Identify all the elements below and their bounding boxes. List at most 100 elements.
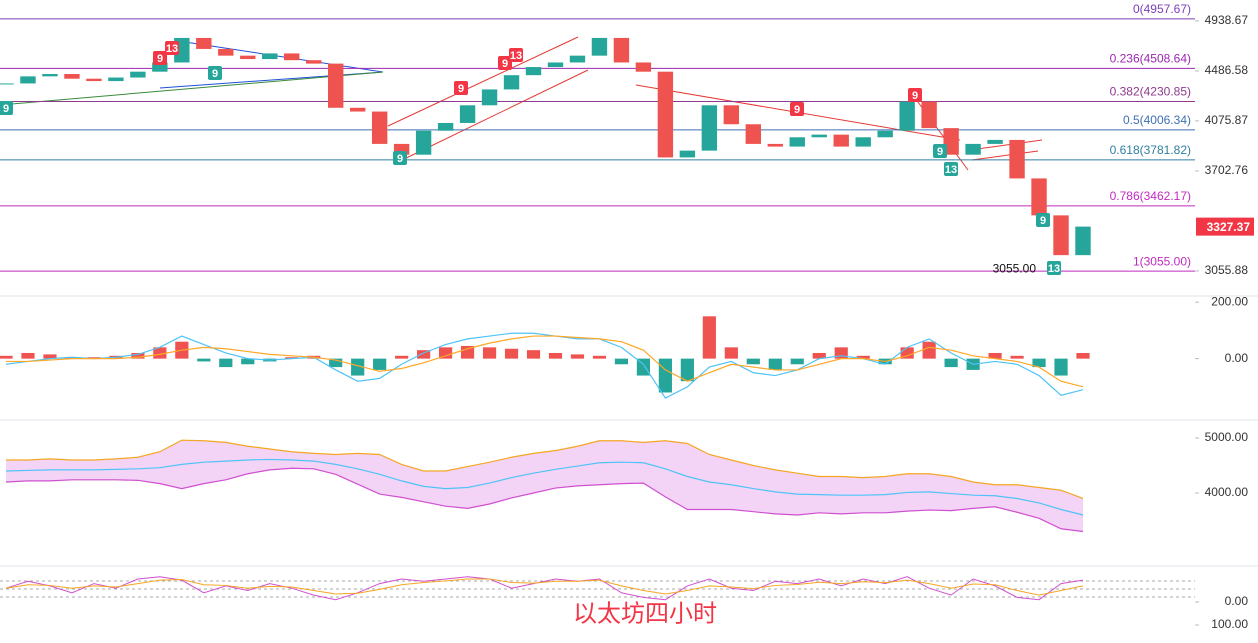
macd-bar	[21, 352, 35, 359]
candle	[437, 122, 454, 131]
trend-line	[969, 139, 1043, 151]
candle	[789, 137, 805, 147]
caption: 以太坊四小时	[573, 600, 717, 627]
macd-bar	[1076, 352, 1090, 359]
macd-bar	[1010, 355, 1024, 359]
candle	[64, 74, 80, 79]
macd-bar	[944, 358, 958, 368]
macd-bar	[219, 358, 233, 368]
td-marker: 13	[166, 43, 178, 55]
candle	[965, 143, 981, 155]
macd-bar	[922, 341, 936, 359]
td-marker: 9	[937, 146, 943, 158]
y-tick-label: 3702.76	[1205, 163, 1249, 177]
macd-bar	[812, 352, 826, 359]
macd-bar	[768, 358, 782, 370]
td-marker-box	[790, 102, 804, 116]
macd-bar	[351, 358, 365, 376]
y-tick-label: 4938.67	[1205, 13, 1249, 27]
candle	[481, 89, 498, 106]
y-tick-label: 5000.00	[1205, 430, 1249, 444]
td-marker: 13	[1048, 263, 1060, 275]
candle	[657, 71, 674, 158]
indicator-line	[5, 576, 1084, 601]
macd-bar	[900, 347, 914, 359]
macd-bar	[241, 358, 255, 365]
y-tick-label: 100.00	[1211, 617, 1248, 631]
last-price-label: 3327.37	[1207, 220, 1251, 234]
macd-bar	[373, 358, 387, 370]
y-tick-label: 200.00	[1211, 294, 1248, 308]
indicator-line	[5, 467, 1084, 533]
fib-label: 0.786(3462.17)	[1110, 189, 1191, 203]
macd-bar	[790, 358, 804, 365]
td-marker: 9	[502, 58, 508, 70]
candle	[415, 130, 432, 155]
td-marker-box	[498, 56, 512, 70]
candle	[152, 62, 168, 72]
fib-label: 0.618(3781.82)	[1110, 143, 1191, 157]
macd-bar	[724, 347, 738, 359]
td-marker: 9	[1040, 215, 1046, 227]
y-tick-label: 0.00	[1225, 594, 1249, 608]
td-marker-box	[454, 81, 468, 95]
td-marker-box	[1047, 261, 1061, 275]
candle	[591, 37, 608, 56]
td-marker-box	[933, 144, 947, 158]
macd-bar	[65, 357, 79, 359]
td-marker-box	[393, 151, 407, 165]
trend-line	[971, 150, 1039, 161]
macd-bar	[43, 354, 57, 359]
trend-line	[184, 41, 384, 73]
indicator-line	[5, 458, 1084, 516]
macd-bar	[834, 347, 848, 359]
candle	[240, 55, 256, 60]
candle	[569, 55, 586, 63]
macd-bar	[856, 355, 870, 359]
td-marker-box	[509, 48, 523, 62]
candle	[723, 105, 740, 125]
macd-bar	[460, 345, 475, 359]
indicator-line	[6, 335, 1084, 388]
candle	[1053, 215, 1069, 256]
macd-bar	[131, 352, 145, 359]
macd-bar	[482, 347, 497, 359]
candle	[767, 143, 783, 147]
candle	[20, 76, 36, 84]
macd-bar	[592, 355, 607, 359]
candle	[833, 134, 849, 147]
candle	[745, 124, 761, 144]
td-marker: 13	[510, 50, 522, 62]
candle	[943, 128, 959, 155]
td-marker: 9	[397, 153, 403, 165]
macd-bar	[438, 347, 453, 359]
y-tick-label: 4486.58	[1205, 63, 1249, 77]
candle	[0, 83, 14, 85]
fib-label: 0.236(4508.64)	[1110, 52, 1191, 66]
indicator-line	[5, 578, 1084, 596]
candle	[108, 77, 124, 82]
band-fill	[6, 440, 1083, 532]
candle	[525, 67, 542, 76]
macd-bar	[285, 357, 299, 359]
candle	[328, 63, 344, 108]
macd-bar	[0, 355, 13, 359]
macd-bar	[988, 352, 1002, 359]
trend-line	[0, 71, 384, 106]
td-marker: 9	[794, 104, 800, 116]
td-marker-box	[944, 162, 958, 176]
candle	[42, 74, 58, 77]
candle	[349, 107, 366, 112]
fib-label: 0.382(4230.85)	[1110, 85, 1191, 99]
candle	[459, 105, 476, 123]
macd-bar	[1054, 358, 1068, 376]
td-marker-box	[0, 101, 13, 115]
indicator-line	[5, 332, 1084, 399]
candle	[1075, 226, 1091, 256]
candle	[613, 37, 630, 63]
td-marker: 13	[945, 164, 957, 176]
candle	[921, 101, 937, 129]
candle	[679, 150, 696, 158]
candle	[547, 62, 564, 68]
